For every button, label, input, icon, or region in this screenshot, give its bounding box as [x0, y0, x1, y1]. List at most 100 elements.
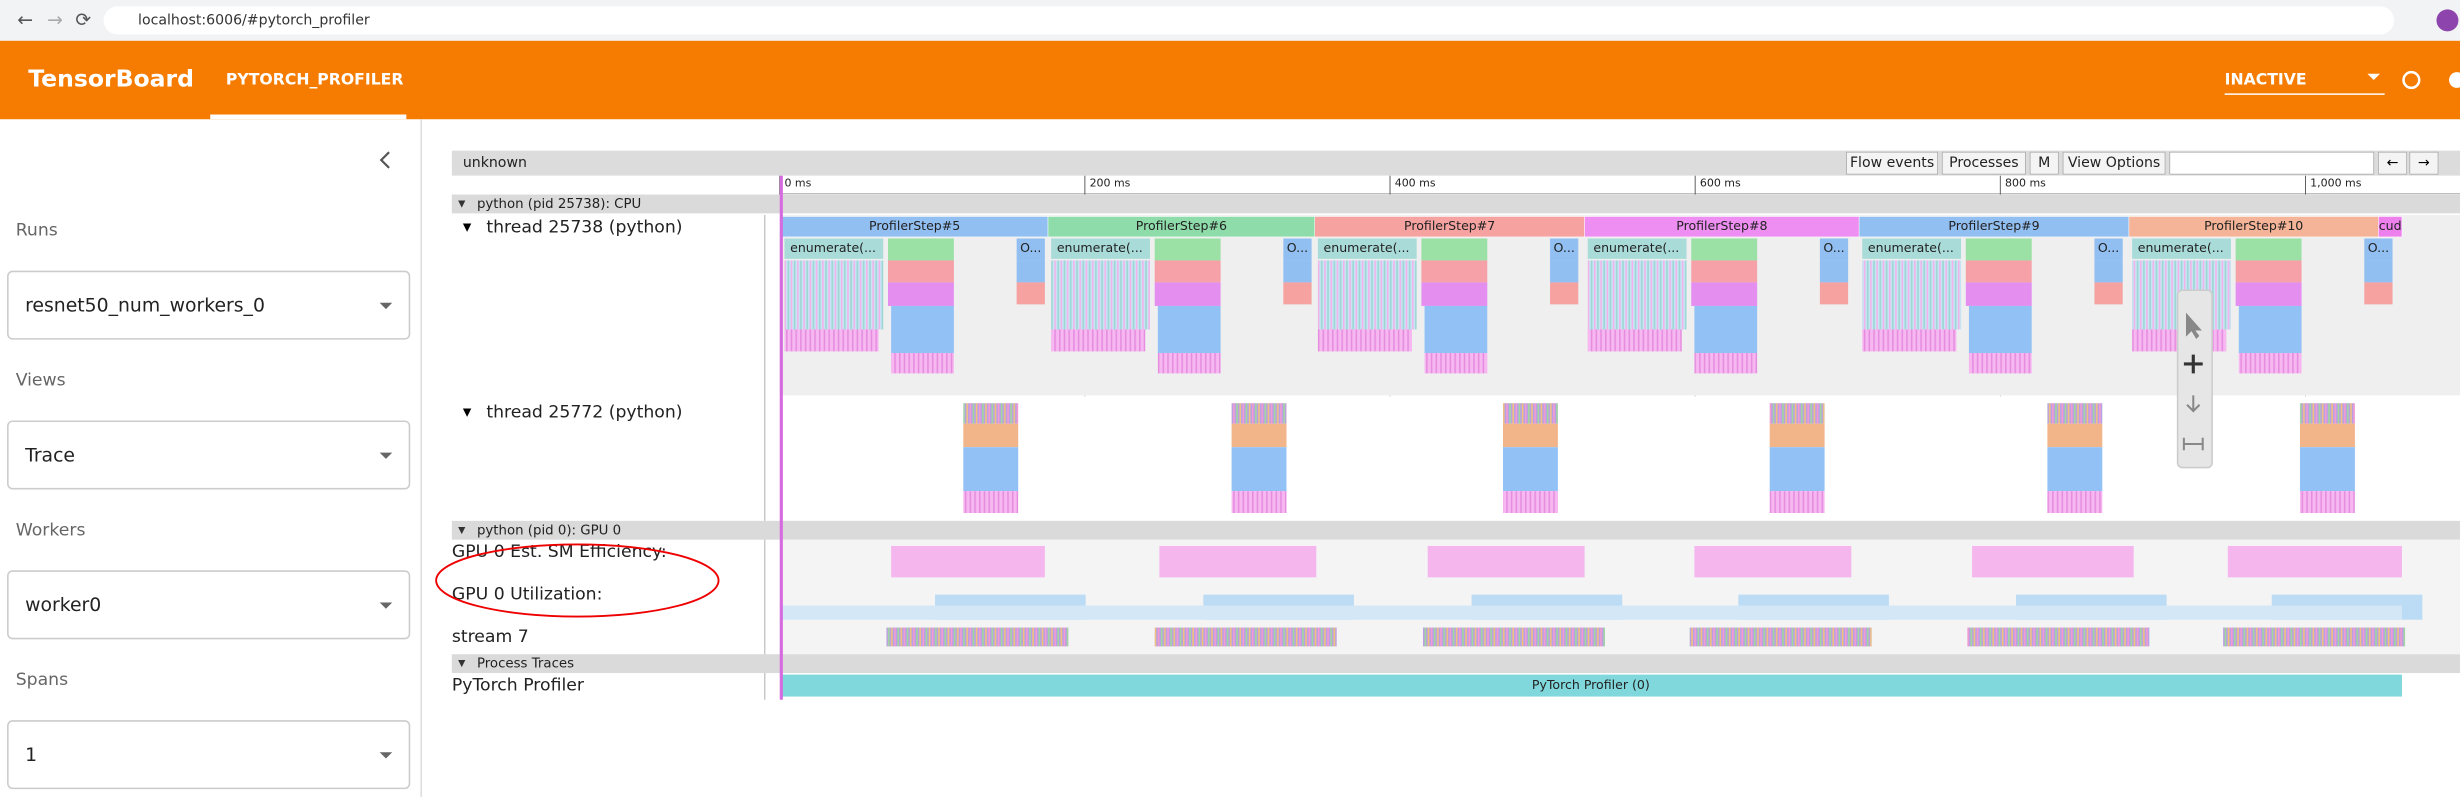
slice[interactable]	[2094, 282, 2123, 305]
slice[interactable]	[1016, 260, 1045, 283]
slice[interactable]	[1157, 305, 1221, 354]
tool-button[interactable]	[2185, 312, 2202, 339]
tool-button[interactable]	[2186, 395, 2201, 413]
slice[interactable]	[1694, 305, 1758, 354]
ruler	[451, 175, 2460, 195]
enumerate-slice[interactable]	[1587, 238, 1687, 259]
slice[interactable]	[887, 260, 954, 283]
slice[interactable]	[1421, 238, 1488, 261]
nav-button[interactable]	[2378, 151, 2408, 175]
slice[interactable]	[2047, 447, 2103, 492]
slice[interactable]	[2364, 238, 2393, 261]
status-select[interactable]: INACTIVE	[2225, 70, 2307, 89]
select-box[interactable]	[7, 420, 411, 490]
slice[interactable]	[1231, 447, 1287, 492]
slice[interactable]	[1424, 305, 1488, 354]
slice[interactable]	[887, 238, 954, 261]
slice[interactable]	[1691, 238, 1758, 261]
slice[interactable]	[1550, 282, 1579, 305]
collapse-button[interactable]	[379, 151, 390, 169]
slice[interactable]	[1016, 238, 1045, 261]
tool-button[interactable]	[2183, 354, 2203, 374]
slice[interactable]	[2094, 238, 2123, 261]
slice[interactable]	[1769, 447, 1825, 492]
slice[interactable]	[1691, 260, 1758, 283]
slice-stripes	[2299, 403, 2355, 424]
slice-label: enumerate(...	[1324, 240, 1410, 255]
slice[interactable]	[2094, 260, 2123, 283]
slice[interactable]	[1283, 260, 1312, 283]
slice[interactable]	[2235, 282, 2302, 306]
slice[interactable]	[2235, 238, 2302, 261]
slice[interactable]	[1691, 282, 1758, 306]
slice[interactable]	[963, 447, 1019, 492]
slice[interactable]	[1769, 423, 1825, 448]
plugin-tab[interactable]: PYTORCH_PROFILER	[226, 70, 404, 89]
select-box[interactable]	[7, 720, 411, 790]
search-box[interactable]	[2169, 151, 2375, 175]
slice[interactable]	[1819, 260, 1849, 283]
slice[interactable]	[1965, 238, 2032, 261]
select-box[interactable]	[7, 270, 411, 340]
address-bar[interactable]	[103, 6, 2395, 35]
slice[interactable]	[2047, 423, 2103, 448]
slice[interactable]	[1154, 260, 1221, 283]
select-arrow	[2367, 73, 2380, 81]
settings-icon[interactable]	[2449, 72, 2460, 88]
toolbar-button[interactable]	[2029, 151, 2059, 175]
enumerate-slice[interactable]	[1317, 238, 1417, 259]
back-button[interactable]: ←	[17, 10, 33, 31]
slice-label: O...	[2368, 240, 2389, 255]
slice[interactable]	[1154, 282, 1221, 306]
stream-kernels	[2223, 627, 2406, 647]
reload-button[interactable]: ⟳	[75, 10, 91, 31]
slice[interactable]	[2238, 305, 2302, 354]
toolbar-button[interactable]	[2062, 151, 2166, 175]
slice[interactable]	[1421, 260, 1488, 283]
time-cursor	[779, 175, 783, 700]
slice[interactable]	[1550, 260, 1579, 283]
slice[interactable]	[1502, 423, 1558, 448]
slice[interactable]	[1502, 447, 1558, 492]
select-box[interactable]	[7, 570, 411, 640]
slice[interactable]	[1016, 282, 1045, 305]
slice[interactable]	[887, 282, 954, 306]
slice[interactable]	[2299, 447, 2355, 492]
slice[interactable]	[2364, 282, 2393, 305]
profile-icon[interactable]	[2436, 9, 2459, 32]
tool-button[interactable]	[2182, 437, 2204, 451]
profiler-step[interactable]	[2378, 216, 2403, 238]
profiler-slice[interactable]	[781, 674, 2402, 697]
slice[interactable]	[1819, 238, 1849, 261]
process-triangle: ▼	[458, 525, 466, 536]
slice[interactable]	[1283, 238, 1312, 261]
slice[interactable]	[1283, 282, 1312, 305]
process-label: Process Traces	[477, 657, 574, 672]
forward-button[interactable]: →	[47, 10, 63, 31]
ruler-label: 600 ms	[1700, 177, 1741, 190]
slice[interactable]	[2235, 260, 2302, 283]
slice[interactable]	[1968, 305, 2032, 354]
slice[interactable]	[891, 305, 954, 354]
refresh-icon[interactable]	[2402, 70, 2421, 90]
enumerate-slice[interactable]	[1862, 238, 1962, 259]
slice[interactable]	[1231, 423, 1287, 448]
toolbar-button[interactable]	[1846, 151, 1938, 175]
slice[interactable]	[2299, 423, 2355, 448]
enumerate-slice[interactable]	[1051, 238, 1150, 259]
enumerate-slice[interactable]	[2132, 238, 2231, 259]
slice[interactable]	[1965, 282, 2032, 306]
slice-stripes	[1231, 403, 1287, 424]
slice-stripes	[1157, 353, 1221, 374]
toolbar-button[interactable]	[1941, 151, 2026, 175]
slice[interactable]	[1819, 282, 1849, 305]
slice[interactable]	[963, 423, 1019, 448]
nav-button[interactable]	[2409, 151, 2439, 175]
slice[interactable]	[1965, 260, 2032, 283]
enumerate-slice[interactable]	[784, 238, 884, 259]
slice[interactable]	[1154, 238, 1221, 261]
slice[interactable]	[2364, 260, 2393, 283]
slice[interactable]	[1421, 282, 1488, 306]
slice[interactable]	[1550, 238, 1579, 261]
